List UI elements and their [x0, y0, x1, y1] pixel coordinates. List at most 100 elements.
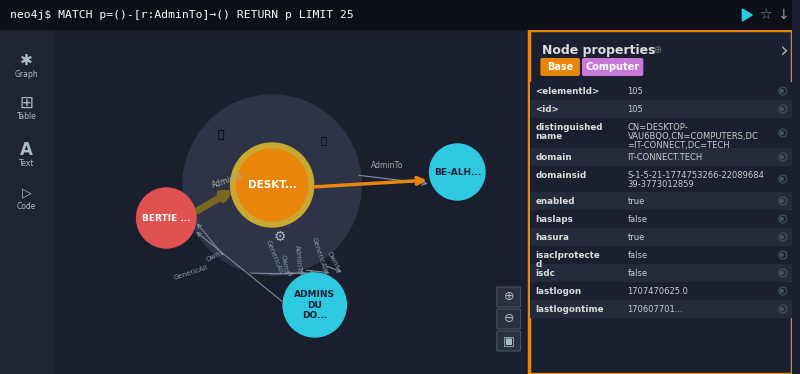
Text: 🔓: 🔓 [218, 130, 224, 140]
Circle shape [430, 144, 485, 200]
FancyBboxPatch shape [540, 58, 580, 76]
Text: ⊖: ⊖ [503, 313, 514, 325]
FancyBboxPatch shape [530, 282, 792, 300]
Text: Text: Text [19, 159, 34, 168]
Text: domain: domain [535, 153, 572, 162]
Circle shape [780, 253, 784, 257]
FancyBboxPatch shape [530, 166, 792, 192]
Text: d: d [535, 260, 542, 269]
Circle shape [780, 131, 784, 135]
FancyBboxPatch shape [530, 148, 792, 166]
Text: true: true [627, 233, 645, 242]
Circle shape [780, 289, 784, 293]
Text: CN=DESKTOP-: CN=DESKTOP- [627, 123, 688, 132]
FancyBboxPatch shape [530, 30, 792, 374]
Text: =IT-CONNECT,DC=TECH: =IT-CONNECT,DC=TECH [627, 141, 730, 150]
Text: 105: 105 [627, 105, 643, 114]
Text: neo4j$ MATCH p=()-[r:AdminTo]→() RETURN p LIMIT 25: neo4j$ MATCH p=()-[r:AdminTo]→() RETURN … [10, 10, 354, 20]
Text: isdc: isdc [535, 269, 555, 278]
Text: S-1-5-21-1774753266-22089684: S-1-5-21-1774753266-22089684 [627, 171, 764, 180]
Text: BERTIE ...: BERTIE ... [142, 214, 190, 223]
Polygon shape [742, 9, 752, 21]
Text: VAU6BQO,CN=COMPUTERS,DC: VAU6BQO,CN=COMPUTERS,DC [627, 132, 758, 141]
Text: ⚙: ⚙ [274, 230, 286, 244]
Text: false: false [627, 269, 648, 278]
Circle shape [137, 188, 196, 248]
Text: DESKT...: DESKT... [248, 180, 297, 190]
Text: lastlogontime: lastlogontime [535, 305, 604, 314]
FancyBboxPatch shape [530, 264, 792, 282]
Text: hasura: hasura [535, 233, 570, 242]
FancyBboxPatch shape [530, 246, 792, 264]
Text: GenericAll: GenericAll [310, 236, 327, 273]
Text: AdminTo: AdminTo [211, 171, 245, 190]
FancyBboxPatch shape [530, 82, 792, 100]
Text: AdminTo: AdminTo [294, 244, 302, 274]
Text: ⊞: ⊞ [20, 94, 34, 112]
Text: GenericAll: GenericAll [174, 264, 209, 281]
Circle shape [283, 273, 346, 337]
Text: AdminTo: AdminTo [371, 161, 404, 170]
Circle shape [780, 217, 784, 221]
Text: Owns: Owns [326, 250, 341, 270]
Text: <id>: <id> [535, 105, 559, 114]
Circle shape [780, 107, 784, 111]
FancyBboxPatch shape [582, 58, 643, 76]
Circle shape [780, 177, 784, 181]
Text: ADMINS
DU
DO...: ADMINS DU DO... [294, 290, 335, 320]
Text: BE-ALH...: BE-ALH... [434, 168, 481, 177]
Text: A: A [20, 141, 33, 159]
Circle shape [780, 235, 784, 239]
Text: <elementId>: <elementId> [535, 87, 600, 96]
Text: ⊕: ⊕ [503, 291, 514, 303]
Text: haslaps: haslaps [535, 215, 574, 224]
Text: Graph: Graph [15, 70, 38, 79]
Text: 105: 105 [627, 87, 643, 96]
Circle shape [780, 89, 784, 93]
FancyBboxPatch shape [497, 331, 521, 351]
Circle shape [780, 271, 784, 275]
Text: ☆: ☆ [759, 8, 771, 22]
FancyBboxPatch shape [530, 118, 792, 148]
FancyBboxPatch shape [497, 309, 521, 329]
FancyBboxPatch shape [0, 0, 792, 30]
Text: IT-CONNECT.TECH: IT-CONNECT.TECH [627, 153, 702, 162]
Text: Base: Base [547, 62, 574, 72]
Text: domainsid: domainsid [535, 171, 586, 180]
Text: GenericAll: GenericAll [264, 239, 283, 275]
Circle shape [183, 95, 362, 275]
Text: 🔗: 🔗 [321, 135, 326, 145]
FancyBboxPatch shape [0, 30, 54, 374]
FancyBboxPatch shape [530, 210, 792, 228]
Text: distinguished: distinguished [535, 123, 603, 132]
FancyBboxPatch shape [530, 100, 792, 118]
FancyBboxPatch shape [497, 287, 521, 307]
Text: ›: › [780, 40, 790, 60]
Circle shape [237, 149, 308, 221]
Text: 170607701...: 170607701... [627, 305, 683, 314]
Circle shape [230, 143, 314, 227]
Text: false: false [627, 251, 648, 260]
Text: ▣: ▣ [503, 334, 514, 347]
Text: Node properties: Node properties [542, 43, 656, 56]
Text: enabled: enabled [535, 197, 575, 206]
Text: Owns: Owns [205, 249, 225, 263]
Text: isaclprotecte: isaclprotecte [535, 251, 600, 260]
FancyBboxPatch shape [530, 228, 792, 246]
FancyBboxPatch shape [530, 192, 792, 210]
Text: name: name [535, 132, 562, 141]
Circle shape [780, 199, 784, 203]
FancyBboxPatch shape [54, 30, 530, 374]
Text: Owns: Owns [280, 254, 290, 275]
Text: Computer: Computer [586, 62, 640, 72]
Text: ✱: ✱ [20, 52, 33, 67]
Text: 39-3773012859: 39-3773012859 [627, 180, 694, 189]
Text: true: true [627, 197, 645, 206]
Text: ▷: ▷ [22, 187, 31, 199]
Text: ⊕: ⊕ [654, 45, 662, 55]
Text: 1707470625.0: 1707470625.0 [627, 287, 688, 296]
Circle shape [780, 155, 784, 159]
Text: Code: Code [17, 202, 37, 211]
Text: Table: Table [17, 111, 37, 120]
Circle shape [780, 307, 784, 311]
